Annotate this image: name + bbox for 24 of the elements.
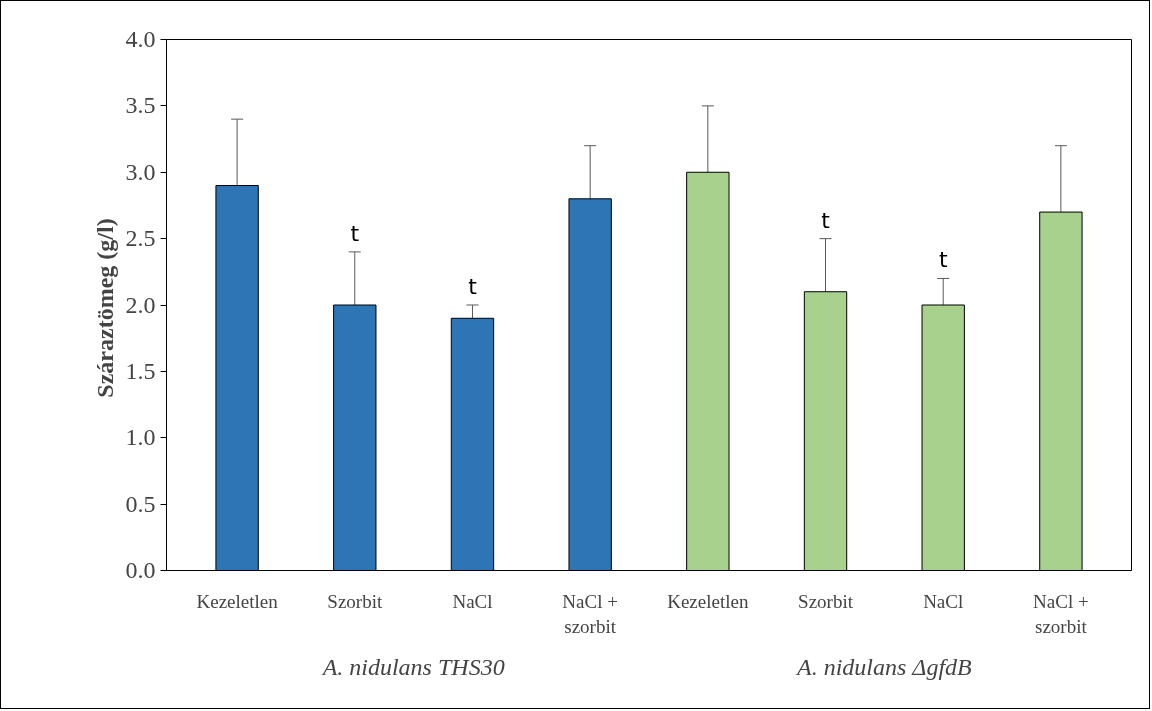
y-tick-label: 0.0 bbox=[125, 557, 156, 583]
x-tick-label: Szorbit bbox=[798, 590, 854, 612]
y-tick-label: 3.5 bbox=[125, 92, 156, 119]
y-tick-label: 0.5 bbox=[125, 490, 156, 517]
x-tick-label: Kezeletlen bbox=[196, 590, 279, 612]
y-tick-label: 2.0 bbox=[125, 291, 156, 318]
text: A. nidulans THS30 bbox=[320, 653, 505, 680]
text: A. nidulans ΔgfdB bbox=[794, 653, 973, 680]
x-tick-label: NaCl bbox=[923, 590, 964, 612]
y-tick-label: 2.5 bbox=[125, 225, 156, 252]
data-label: t bbox=[938, 247, 948, 273]
x-tick-label: Kezeletlen bbox=[667, 590, 749, 612]
x-tick-label: NaCl + szorbit bbox=[1033, 590, 1089, 637]
y-tick-label: 3.0 bbox=[125, 158, 156, 185]
y-tick-label: 1.5 bbox=[125, 357, 156, 384]
data-label: t bbox=[821, 207, 831, 233]
data-label: t bbox=[350, 220, 360, 246]
x-tick-label: NaCl bbox=[452, 590, 493, 612]
x-tick-label: Szorbit bbox=[327, 590, 383, 612]
data-label: t bbox=[468, 274, 478, 299]
y-tick-label: 4.0 bbox=[125, 26, 156, 52]
y-tick-label: 1.0 bbox=[125, 424, 156, 451]
y-axis-title: Száraztömeg (g/l) bbox=[91, 218, 118, 398]
x-tick-label: NaCl + szorbit bbox=[562, 590, 618, 637]
